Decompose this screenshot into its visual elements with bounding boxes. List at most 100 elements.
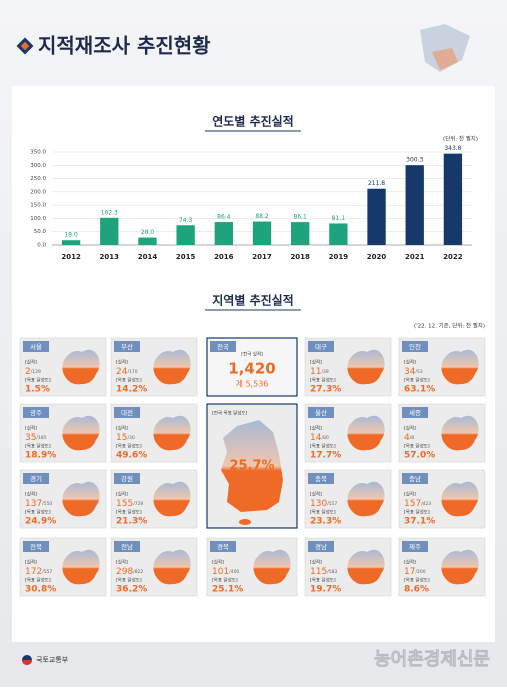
y-tick-label: 150.0 bbox=[30, 203, 46, 209]
target-number: /80 bbox=[321, 435, 328, 441]
result-label: [실적] bbox=[310, 359, 322, 366]
y-tick-label: 0.0 bbox=[37, 243, 46, 249]
result-number: 4 bbox=[404, 433, 410, 443]
target-number: /129 bbox=[31, 369, 41, 375]
korea-map bbox=[221, 420, 283, 512]
value-label: 86.4 bbox=[217, 214, 231, 221]
region-tab bbox=[210, 341, 236, 352]
x-tick-label: 2012 bbox=[61, 253, 81, 261]
y-tick-label: 50.0 bbox=[34, 229, 47, 235]
region-name: 충남 bbox=[409, 474, 421, 483]
rate-value: 8.6% bbox=[404, 585, 429, 595]
result-number: 11 bbox=[310, 367, 321, 377]
result-value: 4/8 bbox=[404, 433, 414, 443]
region-tab bbox=[210, 541, 236, 552]
region-map bbox=[153, 415, 191, 451]
target-number: /200 bbox=[415, 569, 425, 575]
region-name: 경북 bbox=[217, 542, 229, 551]
result-value: 115/583 bbox=[310, 567, 337, 577]
result-number: 2 bbox=[25, 367, 31, 377]
result-label: [실적] bbox=[404, 425, 416, 432]
region-map bbox=[347, 415, 385, 451]
page-title: 지적재조사 추진현황 bbox=[38, 34, 211, 58]
result-number: 34 bbox=[404, 367, 416, 377]
bar bbox=[100, 217, 119, 245]
result-label: [실적] bbox=[310, 425, 322, 432]
target-number: /53 bbox=[415, 369, 422, 375]
target-number: /423 bbox=[421, 501, 431, 507]
x-tick-label: 2016 bbox=[214, 253, 234, 261]
result-value: 35/185 bbox=[25, 433, 47, 443]
footer-ministry: 국토교통부 bbox=[36, 656, 69, 664]
region-name: 경기 bbox=[30, 474, 42, 483]
region-tab bbox=[23, 541, 49, 552]
result-label: [실적] bbox=[25, 491, 37, 498]
jeju-map bbox=[239, 519, 251, 525]
regional-note: ('22. 12. 기준, 단위: 천 필지) bbox=[414, 322, 485, 330]
national-rate: 25.7% bbox=[229, 459, 274, 474]
rate-label: [목표 달성도] bbox=[116, 577, 142, 584]
y-tick-label: 100.0 bbox=[30, 216, 46, 222]
value-label: 81.1 bbox=[332, 215, 346, 222]
rate-label: [목표 달성도] bbox=[116, 377, 142, 384]
result-label: [실적] bbox=[116, 559, 128, 566]
rate-label: [목표 달성도] bbox=[404, 377, 430, 384]
result-value: 157/423 bbox=[404, 499, 431, 509]
rate-label: [목표 달성도] bbox=[25, 509, 51, 516]
region-map bbox=[62, 549, 100, 585]
rate-label: [목표 달성도] bbox=[310, 377, 336, 384]
result-number: 35 bbox=[25, 433, 36, 443]
section-title: 지역별 추진실적 bbox=[212, 293, 293, 308]
target-number: /557 bbox=[327, 501, 337, 507]
rate-label: [목표 달성도] bbox=[116, 443, 142, 450]
target-number: /728 bbox=[133, 501, 143, 507]
region-name: 제주 bbox=[409, 543, 421, 551]
rate-value: 25.1% bbox=[212, 585, 243, 595]
value-label: 211.8 bbox=[368, 180, 385, 187]
target-number: /822 bbox=[133, 569, 143, 575]
national-result-label: [전국 실적] bbox=[241, 351, 263, 358]
result-number: 155 bbox=[116, 499, 133, 509]
rate-label: [목표 달성도] bbox=[25, 443, 51, 450]
x-tick-label: 2021 bbox=[405, 253, 425, 261]
y-tick-label: 300.0 bbox=[30, 163, 46, 169]
rate-value: 57.0% bbox=[404, 451, 435, 461]
x-tick-label: 2018 bbox=[290, 253, 310, 261]
result-number: 14 bbox=[310, 433, 322, 443]
region-tab bbox=[402, 407, 428, 418]
y-tick-label: 250.0 bbox=[30, 176, 46, 182]
result-label: [실적] bbox=[25, 359, 37, 366]
result-value: 172/557 bbox=[25, 567, 52, 577]
region-map bbox=[253, 549, 291, 585]
region-map bbox=[62, 481, 100, 517]
national-rate-label: [전국 목표 달성도] bbox=[212, 410, 248, 417]
result-number: 17 bbox=[404, 567, 415, 577]
national-total: 계 5,536 bbox=[236, 379, 269, 389]
region-map bbox=[441, 415, 479, 451]
value-label: 18.0 bbox=[64, 232, 78, 239]
result-number: 15 bbox=[116, 433, 127, 443]
result-label: [실적] bbox=[212, 559, 224, 566]
result-number: 101 bbox=[212, 567, 229, 577]
region-name: 세종 bbox=[409, 408, 421, 417]
chart-title: 연도별 추진실적 bbox=[212, 114, 293, 129]
rate-label: [목표 달성도] bbox=[404, 509, 430, 516]
rate-label: [목표 달성도] bbox=[212, 577, 238, 584]
region-map bbox=[153, 481, 191, 517]
result-value: 24/170 bbox=[116, 367, 138, 377]
result-label: [실적] bbox=[310, 559, 322, 566]
region-tab bbox=[23, 407, 49, 418]
value-label: 28.0 bbox=[141, 229, 155, 236]
result-label: [실적] bbox=[116, 359, 128, 366]
result-value: 130/557 bbox=[310, 499, 337, 509]
target-number: /583 bbox=[327, 569, 337, 575]
rate-value: 14.2% bbox=[116, 385, 147, 395]
national-result: 1,420 bbox=[228, 360, 275, 378]
x-tick-label: 2017 bbox=[252, 253, 272, 261]
unit-label: (단위: 천 필지) bbox=[443, 135, 478, 143]
bar bbox=[291, 222, 310, 245]
region-name: 인천 bbox=[409, 342, 421, 351]
rate-value: 30.8% bbox=[25, 585, 56, 595]
result-value: 15/30 bbox=[116, 433, 135, 443]
header-decoration bbox=[420, 24, 470, 72]
